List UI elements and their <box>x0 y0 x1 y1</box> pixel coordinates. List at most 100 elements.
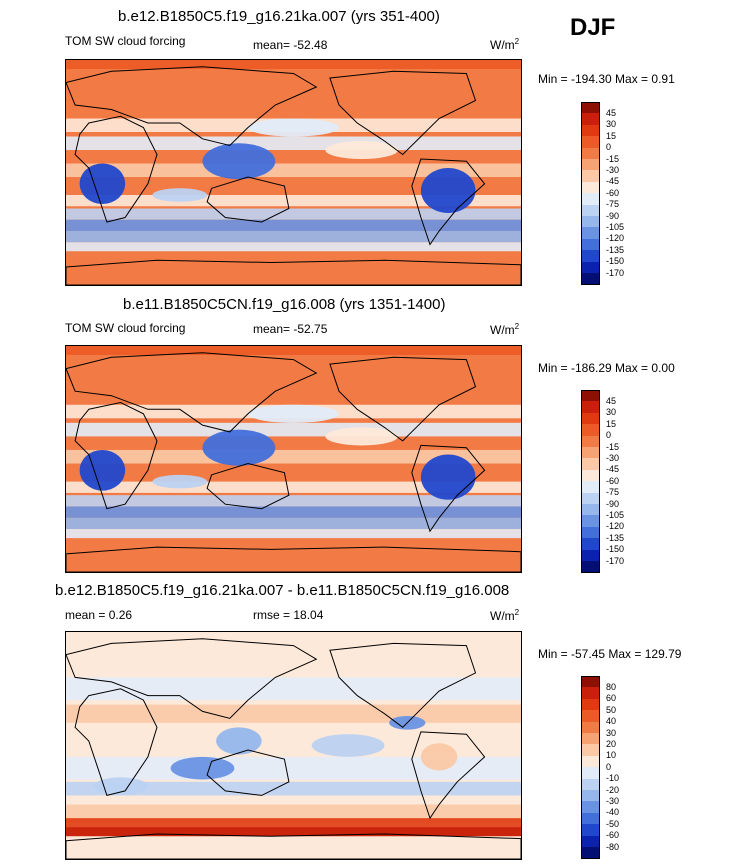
colorbar-swatch <box>581 390 600 402</box>
colorbar-tick-label: 30 <box>606 727 617 738</box>
colorbar-swatch <box>581 435 600 448</box>
colorbar-swatch <box>581 526 600 539</box>
colorbar-tick-label: -60 <box>606 830 620 841</box>
field-band <box>66 781 521 796</box>
field-band <box>66 231 521 243</box>
field-band <box>66 163 521 177</box>
field-blob <box>202 143 276 180</box>
field-band <box>66 704 521 723</box>
season-label: DJF <box>570 14 616 41</box>
colorbar-swatch <box>581 778 600 791</box>
colorbar-swatch <box>581 824 600 837</box>
field-band <box>66 836 521 859</box>
colorbar-swatch <box>581 159 600 171</box>
colorbar-swatch <box>581 401 600 414</box>
field-band <box>66 517 521 530</box>
coastline-australia <box>206 749 290 796</box>
colorbar-swatch <box>581 549 600 562</box>
panel-2-units: W/m2 <box>490 322 520 337</box>
field-blob <box>152 188 208 202</box>
colorbar-swatch <box>581 204 600 217</box>
colorbar-swatch <box>581 458 600 471</box>
colorbar-swatch <box>581 136 600 149</box>
field-band <box>66 677 521 701</box>
colorbar-swatch <box>581 687 600 700</box>
colorbar-tick-label: -45 <box>606 464 620 475</box>
colorbar-tick-label: -45 <box>606 176 620 187</box>
colorbar-tick-label: 15 <box>606 418 617 429</box>
coastline-namerica <box>329 356 477 442</box>
field-band <box>66 195 521 207</box>
panel-2-mean-label: mean= -52.75 <box>253 322 328 336</box>
field-band <box>66 242 521 252</box>
colorbar-tick-label: 30 <box>606 407 617 418</box>
field-blob <box>311 734 385 757</box>
field-band <box>66 136 521 150</box>
colorbar-swatch <box>581 447 600 459</box>
coastline-namerica <box>329 70 477 156</box>
colorbar-tick-label: -120 <box>606 233 625 244</box>
colorbar-swatch <box>581 147 600 160</box>
field-band <box>66 540 521 572</box>
field-band <box>66 827 521 837</box>
colorbar-tick-label: 60 <box>606 693 617 704</box>
colorbar-swatch <box>581 790 600 802</box>
colorbar-tick-label: 40 <box>606 716 617 727</box>
colorbar-tick-label: -135 <box>606 244 625 255</box>
panel-3-title: b.e12.B1850C5.f19_g16.21ka.007 - b.e11.B… <box>55 582 510 599</box>
coastline-australia <box>206 462 290 510</box>
panel-1-title: b.e12.B1850C5.f19_g16.21ka.007 (yrs 351-… <box>118 8 440 25</box>
coastline-antarctica <box>66 259 521 285</box>
field-band <box>66 60 521 69</box>
colorbar-swatch <box>581 733 600 745</box>
colorbar-tick-label: 15 <box>606 130 617 141</box>
colorbar-tick-label: -135 <box>606 532 625 543</box>
colorbar-swatch <box>581 261 600 274</box>
panel-3-mean-label: mean = 0.26 <box>65 608 133 622</box>
colorbar-tick-label: -150 <box>606 256 625 267</box>
field-band <box>66 449 521 464</box>
colorbar-swatch <box>581 698 600 711</box>
field-band <box>66 481 521 493</box>
colorbar-swatch <box>581 216 600 228</box>
field-band <box>66 208 521 220</box>
colorbar-tick-label: -170 <box>606 555 625 566</box>
colorbar-tick-label: -50 <box>606 818 620 829</box>
colorbar-tick-label: -105 <box>606 509 625 520</box>
colorbar-swatch <box>581 492 600 505</box>
colorbar-tick-label: -20 <box>606 784 620 795</box>
colorbar-swatch <box>581 744 600 757</box>
colorbar-tick-label: 0 <box>606 430 612 441</box>
panel-3-units: W/m2 <box>490 608 520 623</box>
colorbar-tick-label: -75 <box>606 199 620 210</box>
colorbar-tick-label: 30 <box>606 119 617 130</box>
field-blob <box>170 756 235 780</box>
field-band <box>66 219 521 231</box>
field-blob <box>248 404 339 423</box>
field-blob <box>420 168 476 213</box>
colorbar-swatch <box>581 469 600 482</box>
coastline-africa <box>74 688 158 796</box>
colorbar-swatch <box>581 250 600 263</box>
colorbar-swatch <box>581 227 600 240</box>
colorbar-tick-label: -150 <box>606 544 625 555</box>
colorbar-tick-label: -170 <box>606 267 625 278</box>
colorbar-swatch <box>581 710 600 723</box>
coastline-namerica <box>329 642 477 728</box>
colorbar-tick-label: 45 <box>606 395 617 406</box>
colorbar-swatch <box>581 801 600 814</box>
coastline-antarctica <box>66 546 521 572</box>
colorbar-swatch <box>581 124 600 137</box>
field-band <box>66 529 521 539</box>
colorbar-tick-label: 0 <box>606 761 612 772</box>
colorbar-tick-label: -120 <box>606 521 625 532</box>
colorbar-tick-label: -15 <box>606 153 620 164</box>
coastline-eurasia <box>66 638 318 719</box>
field-band <box>66 506 521 518</box>
panel-3-rmse-label: rmse = 18.04 <box>253 608 324 622</box>
colorbar-tick-label: 50 <box>606 704 617 715</box>
field-blob <box>216 727 262 755</box>
colorbar-swatch <box>581 481 600 494</box>
colorbar-tick-label: -30 <box>606 452 620 463</box>
panel-2-map <box>65 345 522 573</box>
